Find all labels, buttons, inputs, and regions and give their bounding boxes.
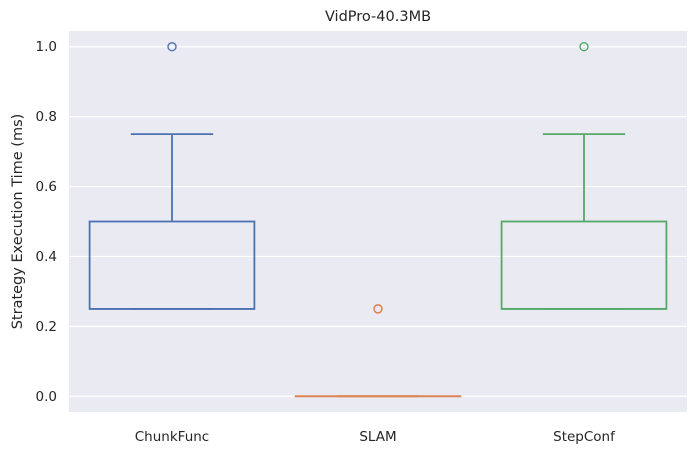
y-tick-label: 0.6 <box>36 179 57 195</box>
y-tick-label: 0.4 <box>36 249 57 265</box>
box-stepconf <box>500 42 668 310</box>
box-layer <box>88 42 668 398</box>
x-tick-label: StepConf <box>553 429 616 445</box>
tick-labels: 0.0 0.2 0.4 0.6 0.8 1.0 ChunkFunc SLAM StepConf <box>36 39 617 445</box>
x-tick-label: ChunkFunc <box>135 429 209 445</box>
y-tick-label: 1.0 <box>36 39 57 55</box>
y-tick-label: 0.8 <box>36 109 57 125</box>
outlier-point <box>167 42 177 52</box>
x-tick-label: SLAM <box>359 429 396 445</box>
box-chunkfunc <box>88 42 256 310</box>
outlier-point <box>373 304 383 314</box>
box-slam <box>294 304 462 398</box>
y-tick-label: 0.2 <box>36 319 57 335</box>
y-tick-label: 0.0 <box>36 389 57 405</box>
y-axis-label: Strategy Execution Time (ms) <box>10 114 26 330</box>
outlier-point <box>579 42 589 52</box>
chart-title: VidPro-40.3MB <box>325 9 431 25</box>
